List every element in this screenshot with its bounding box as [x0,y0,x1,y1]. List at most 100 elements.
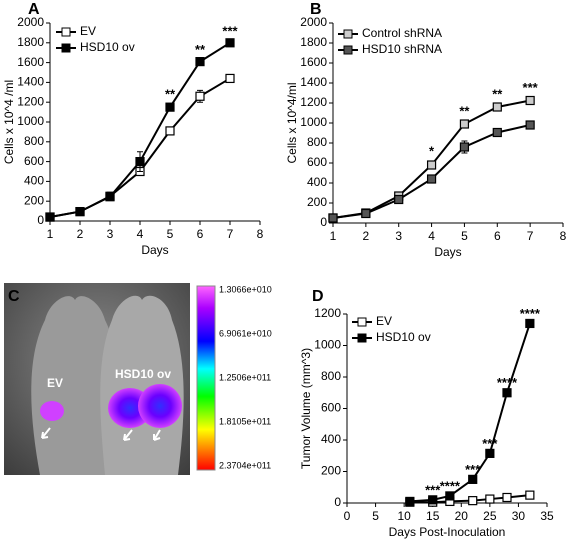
marker [135,157,145,167]
marker [468,474,478,484]
x-tick-label: 0 [344,509,351,523]
y-tick-label: 800 [24,134,44,148]
y-axis-title: Cells x 10^4/ml [285,83,299,164]
x-tick-label: 2 [77,227,84,241]
y-tick-label: 1200 [17,94,44,108]
marker [75,206,85,217]
significance: *** [425,482,441,497]
marker [468,496,478,506]
significance: *** [523,80,539,95]
significance: ** [459,103,470,118]
x-axis-title: Days Post-Inoculation [389,525,506,539]
x-axis-title: Days [141,243,168,257]
x-tick-label: 4 [428,229,435,243]
marker [405,496,415,507]
y-tick-label: 600 [321,401,341,415]
legend-marker [61,27,71,37]
significance: ** [492,86,503,101]
y-tick-label: 1000 [300,115,327,129]
series-line [332,99,531,219]
y-tick-label: 1800 [300,35,327,49]
chart: 1 2 3 4 5 6 7 8 0 200 400 600 800 1000 1200 1400 1600 180… [285,1,566,259]
significance: * [429,143,435,158]
x-tick-label: 4 [137,227,144,241]
colorbar-label: 1.8105e+011 [219,416,271,426]
marker [525,95,535,106]
significance: *** [465,462,481,477]
x-tick-label: 3 [107,227,114,241]
marker [45,212,55,222]
x-tick-label: 25 [483,509,497,523]
x-axis-title: Days [434,245,461,259]
panel-label: B [310,1,322,18]
significance: *** [222,23,238,38]
marker [492,127,502,138]
legend-label: HSD10 ov [376,330,431,344]
y-tick-label: 2000 [300,15,327,29]
x-tick-label: 6 [197,227,204,241]
y-tick-label: 200 [307,195,327,209]
x-tick-label: 5 [167,227,174,241]
colorbar-label: 6.9061e+010 [219,328,272,338]
x-tick-label: 5 [372,509,379,523]
legend-marker [343,45,353,55]
legend-label: EV [80,24,96,38]
marker [105,192,115,202]
signal [138,384,182,428]
y-tick-label: 1600 [300,55,327,69]
y-axis-title: Cells x 10^4 /ml [2,80,16,164]
legend-label: EV [376,314,392,328]
legend-label: HSD10 shRNA [362,42,442,56]
y-tick-label: 200 [321,464,341,478]
significance: **** [520,306,541,321]
marker [502,388,512,398]
colorbar-label: 2.3704e+011 [219,460,271,470]
significance: *** [482,436,498,451]
x-tick-label: 30 [512,509,526,523]
x-tick-label: 10 [397,509,411,523]
y-tick-label: 400 [321,432,341,446]
significance: **** [497,375,518,390]
y-tick-label: 400 [24,174,44,188]
y-tick-label: 0 [320,215,327,229]
significance: ** [165,87,176,102]
marker [459,119,470,129]
x-tick-label: 8 [257,227,264,241]
marker [165,102,175,112]
y-tick-label: 1200 [314,306,341,320]
panel-label: A [28,1,40,18]
mouse-right [100,295,184,475]
y-tick-label: 1800 [17,35,44,49]
signal [40,401,64,421]
series-line [332,124,531,219]
marker [165,126,175,136]
legend-marker [343,29,353,39]
x-tick-label: 3 [395,229,402,243]
y-axis-title: Tumor Volume (mm^3) [299,348,313,469]
y-tick-label: 800 [307,135,327,149]
x-tick-label: 8 [560,229,567,243]
legend-label: HSD10 ov [80,40,135,54]
x-tick-label: 2 [363,229,370,243]
arrow [41,427,51,439]
y-tick-label: 0 [334,495,341,509]
y-tick-label: 400 [307,175,327,189]
mouse-left [31,296,119,475]
y-tick-label: 1000 [17,114,44,128]
y-tick-label: 1400 [300,75,327,89]
marker [195,91,205,101]
x-tick-label: 7 [227,227,234,241]
x-tick-label: 1 [330,229,337,243]
y-tick-label: 1200 [300,95,327,109]
marker [225,73,235,84]
marker [445,491,455,501]
marker [485,448,495,458]
panel-label: D [312,288,324,305]
y-tick-label: 200 [24,193,44,207]
y-tick-label: 600 [307,155,327,169]
marker [426,174,437,184]
x-tick-label: 20 [455,509,469,523]
x-tick-label: 35 [540,509,554,523]
x-tick-label: 7 [527,229,534,243]
